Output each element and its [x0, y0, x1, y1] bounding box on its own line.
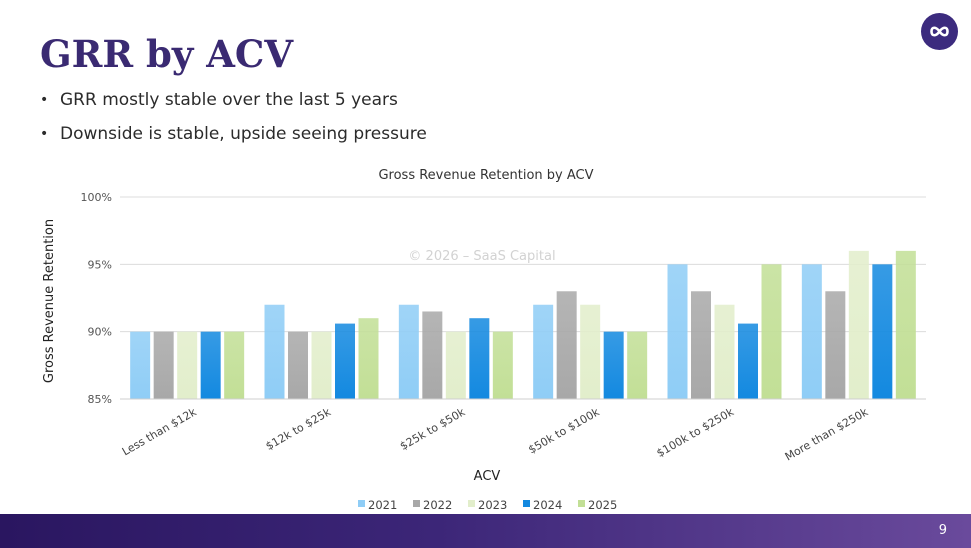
- bar-2023: [580, 304, 601, 399]
- bullet-dot: •: [40, 92, 49, 108]
- x-tick-label: More than $250k: [783, 405, 871, 463]
- y-tick-label: 100%: [81, 191, 112, 204]
- bar-2025: [492, 331, 513, 399]
- slide-title: GRR by ACV: [40, 32, 294, 76]
- bar-2022: [691, 291, 711, 399]
- bullet-list: • GRR mostly stable over the last 5 year…: [40, 88, 427, 156]
- y-axis-label: Gross Revenue Retention: [42, 219, 57, 383]
- legend-label-2022: 2022: [423, 498, 452, 512]
- legend-swatch-2022: [413, 500, 420, 507]
- x-axis-label: ACV: [474, 469, 501, 484]
- bar-2023: [445, 331, 466, 399]
- bullet-item: • Downside is stable, upside seeing pres…: [40, 122, 427, 156]
- legend-label-2025: 2025: [588, 498, 617, 512]
- bar-2024: [335, 323, 355, 399]
- x-tick-label: $100k to $250k: [654, 405, 736, 460]
- y-tick-label: 85%: [88, 393, 112, 406]
- y-tick-label: 90%: [88, 326, 112, 339]
- infinity-logo-icon: [921, 13, 958, 50]
- bar-2021: [130, 331, 151, 399]
- bar-2024: [200, 331, 221, 399]
- legend-swatch-2021: [358, 500, 365, 507]
- legend-swatch-2023: [468, 500, 475, 507]
- bullet-text: GRR mostly stable over the last 5 years: [60, 90, 398, 110]
- bar-2024: [738, 323, 758, 399]
- bar-2025: [224, 331, 245, 399]
- bar-2023: [714, 304, 735, 399]
- bar-2025: [627, 331, 648, 399]
- bar-2025: [761, 264, 782, 399]
- bar-2023: [177, 331, 198, 399]
- bullet-item: • GRR mostly stable over the last 5 year…: [40, 88, 427, 122]
- bar-2024: [872, 264, 893, 399]
- x-tick-label: $12k to $25k: [263, 405, 333, 453]
- y-tick-label: 95%: [88, 258, 112, 271]
- watermark-text: © 2026 – SaaS Capital: [408, 249, 555, 264]
- bar-2022: [288, 331, 308, 399]
- bar-2021: [264, 304, 285, 399]
- bar-2023: [311, 331, 332, 399]
- bar-2024: [603, 331, 624, 399]
- bar-2021: [667, 264, 688, 399]
- x-tick-label: Less than $12k: [120, 405, 199, 458]
- legend-label-2023: 2023: [478, 498, 507, 512]
- legend-label-2021: 2021: [368, 498, 397, 512]
- bar-2024: [469, 318, 490, 399]
- chart-title: Gross Revenue Retention by ACV: [378, 168, 593, 183]
- bar-2021: [398, 304, 419, 399]
- bar-2025: [358, 318, 379, 399]
- page-number: 9: [938, 523, 947, 538]
- legend-swatch-2024: [523, 500, 530, 507]
- x-tick-label: $25k to $50k: [398, 405, 468, 453]
- bullet-dot: •: [40, 126, 49, 142]
- grr-bar-chart: Gross Revenue Retention by ACV 85% 90% 95% 1…: [42, 168, 926, 512]
- footer-bar: 9: [0, 514, 971, 548]
- bar-2022: [422, 311, 443, 399]
- bar-2021: [801, 264, 822, 399]
- legend-swatch-2025: [578, 500, 585, 507]
- legend-label-2024: 2024: [533, 498, 562, 512]
- bar-2025: [895, 250, 916, 399]
- bullet-text: Downside is stable, upside seeing pressu…: [60, 124, 427, 144]
- bar-2023: [848, 250, 869, 399]
- x-tick-label: $50k to $100k: [526, 405, 602, 456]
- bar-2022: [556, 291, 577, 399]
- bar-2021: [533, 304, 554, 399]
- bar-2022: [153, 331, 174, 399]
- bar-2022: [825, 291, 846, 399]
